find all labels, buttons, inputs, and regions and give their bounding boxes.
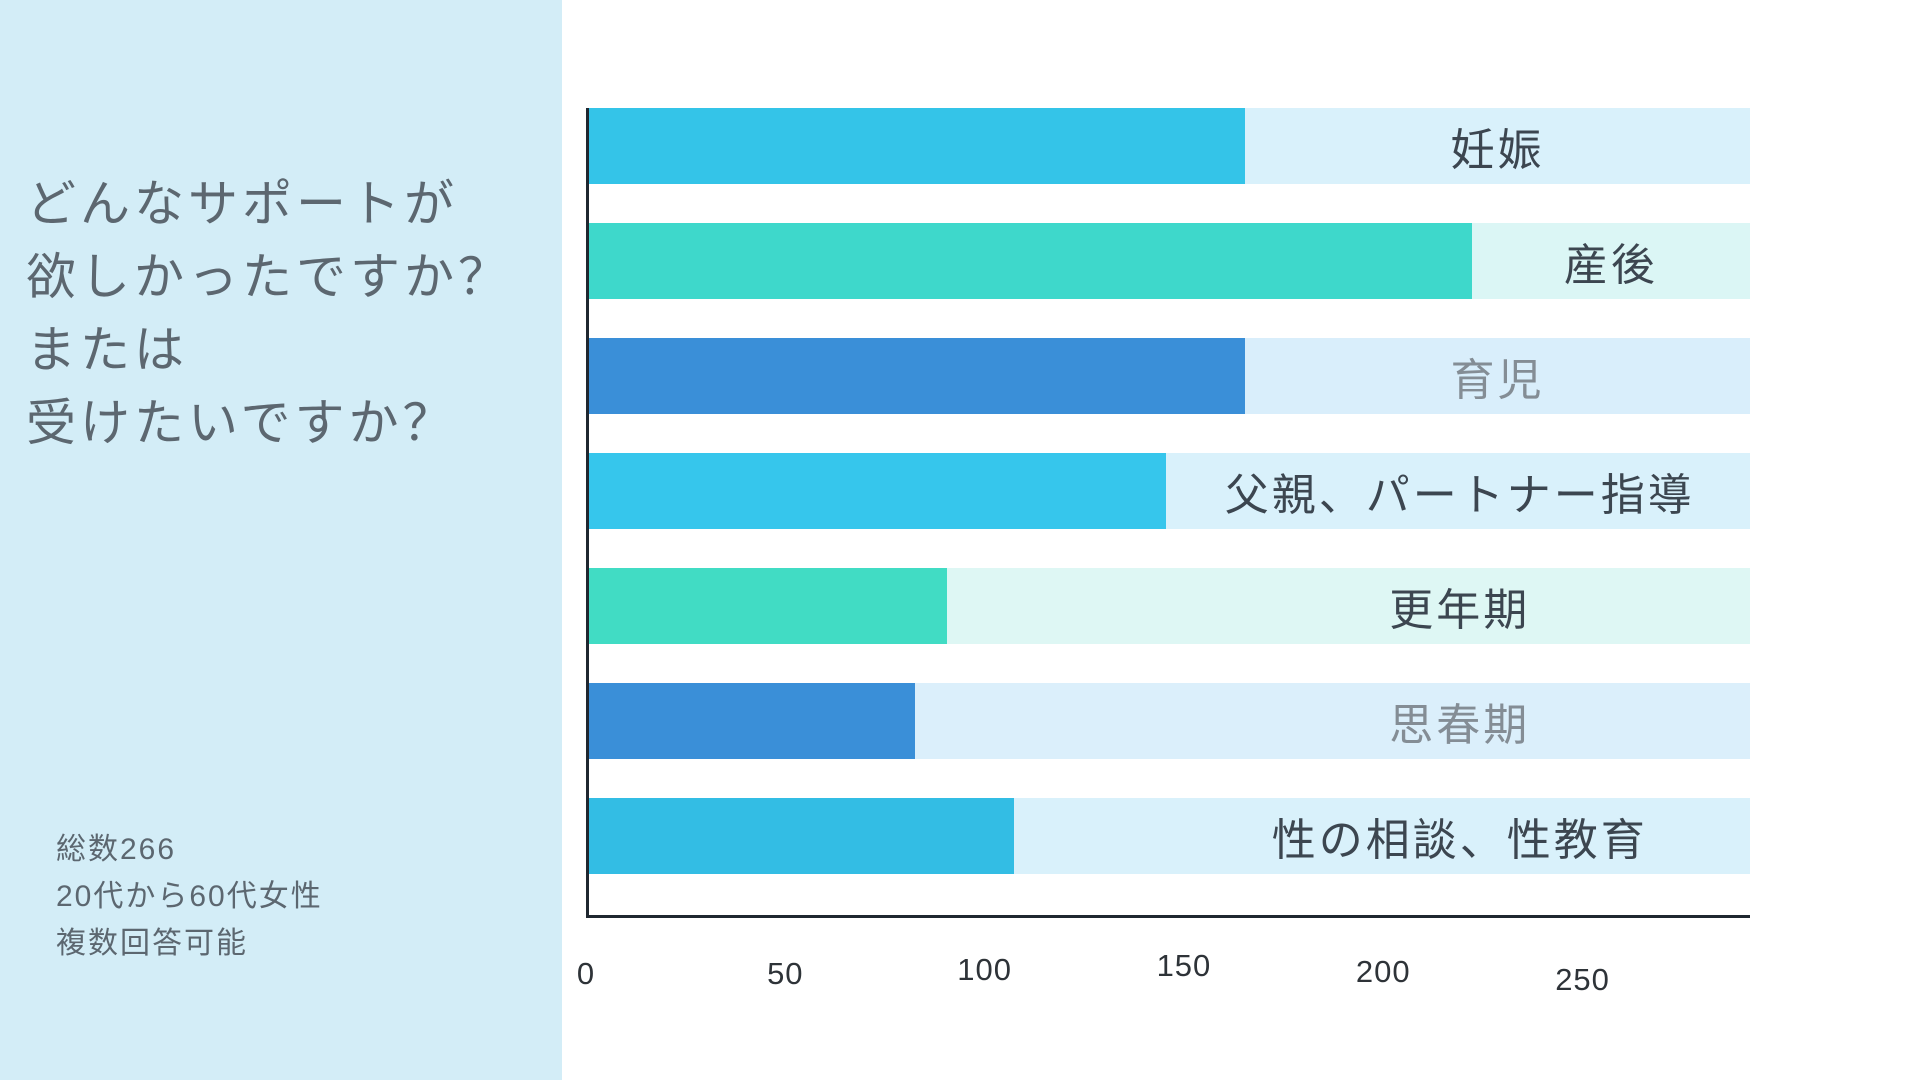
bar <box>589 683 916 759</box>
page-title-line: 欲しかったですか？ <box>26 249 512 305</box>
page-title-line: または <box>26 322 188 378</box>
x-axis-tick-label: 100 <box>957 952 1012 987</box>
x-axis-tick-label: 250 <box>1555 962 1610 997</box>
x-axis: 0 50 100 150 200 250 <box>577 918 1750 1008</box>
sidebar: どんなサポートが 欲しかったですか？ または 受けたいですか？ 総数266 20… <box>0 0 562 1080</box>
bar-row: 育児 <box>589 338 1750 414</box>
bar-row: 性の相談、性教育 <box>589 798 1750 874</box>
bar-row: 父親、パートナー指導 <box>589 453 1750 529</box>
page-title-line: 受けたいですか？ <box>26 395 457 451</box>
bar-category-label: 思春期 <box>1389 701 1531 750</box>
bar-category-label: 妊娠 <box>1450 126 1545 175</box>
page-title-line: どんなサポートが <box>26 176 458 232</box>
x-axis-tick-label: 150 <box>1156 948 1212 983</box>
bar-category-label: 産後 <box>1563 241 1658 290</box>
bar <box>589 338 1246 414</box>
bar-row: 思春期 <box>589 683 1750 759</box>
survey-demographic: 20代から60代女性 <box>56 880 323 913</box>
survey-note: 複数回答可能 <box>56 927 248 960</box>
bar <box>589 453 1166 529</box>
bar <box>589 798 1015 874</box>
bar <box>589 568 947 644</box>
bar <box>589 223 1472 299</box>
bar-category-label: 父親、パートナー指導 <box>1224 471 1695 520</box>
survey-total: 総数266 <box>56 833 177 866</box>
bar-category-label: 育児 <box>1450 356 1545 405</box>
bar-row: 産後 <box>589 223 1750 299</box>
bar-row: 妊娠 <box>589 108 1750 184</box>
page-title: どんなサポートが 欲しかったですか？ または 受けたいですか？ <box>26 168 512 460</box>
x-axis-tick-label: 50 <box>767 956 804 991</box>
x-axis-tick-label: 0 <box>576 956 596 991</box>
bar-category-label: 更年期 <box>1389 586 1531 635</box>
survey-meta: 総数266 20代から60代女性 複数回答可能 <box>56 826 323 967</box>
plot-area: 妊娠産後育児父親、パートナー指導 更年期思春期性の相談、性教育 <box>586 108 1750 918</box>
bar-row: 更年期 <box>589 568 1750 644</box>
bar <box>589 108 1246 184</box>
bar-category-label: 性の相談、性教育 <box>1271 816 1648 865</box>
x-axis-tick-label: 200 <box>1355 954 1411 989</box>
